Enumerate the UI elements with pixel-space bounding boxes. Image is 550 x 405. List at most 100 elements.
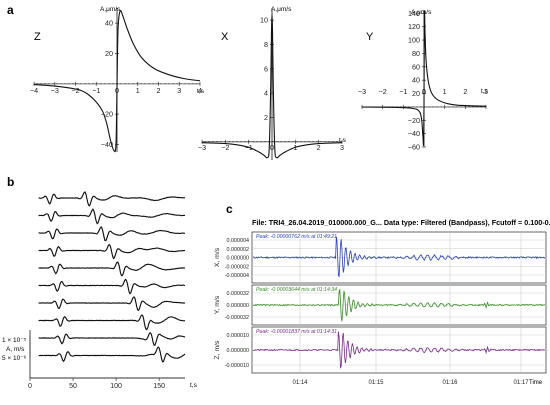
chart-x-title: X bbox=[221, 31, 229, 43]
y-tick-label: 8 bbox=[264, 40, 268, 49]
y-tick-label: 2 bbox=[264, 113, 268, 122]
chart-z-title: Z bbox=[34, 31, 41, 43]
series-line bbox=[33, 10, 201, 153]
chart-y-ylabel: A,μm/s bbox=[411, 9, 432, 16]
x-tick-label: −4 bbox=[30, 86, 38, 95]
y-tick-label: −60 bbox=[408, 143, 420, 152]
series-line bbox=[361, 10, 487, 146]
chart-x-xlabel: t,s bbox=[339, 137, 347, 144]
trace-line bbox=[38, 346, 186, 363]
chart-c-title: File: TRI4_26.04.2019_010000.000_G... Da… bbox=[252, 218, 550, 227]
chart-x-ylabel: A,μm/s bbox=[271, 6, 292, 13]
chart-z-ylabel: A,μm/s bbox=[100, 6, 121, 13]
waveform-line bbox=[252, 236, 546, 278]
y-tick-label: 0.000002 bbox=[227, 247, 249, 253]
trace-line bbox=[38, 243, 186, 260]
x-tick-label: −2 bbox=[221, 143, 229, 152]
channel-label: Z, m/s bbox=[214, 340, 221, 359]
x-tick-label: −1 bbox=[92, 86, 100, 95]
y-tick-label: 60 bbox=[412, 62, 420, 71]
x-tick-label: 01:15 bbox=[368, 380, 384, 386]
chart-c-xlabel: Time bbox=[529, 380, 543, 386]
chart-c: File: TRI4_26.04.2019_010000.000_G... Da… bbox=[214, 218, 550, 386]
channel-z: 0.000010 0.000000 -0.000010 Peak: -0.000018… bbox=[214, 326, 547, 374]
y-tick-label: -0.000010 bbox=[225, 363, 249, 369]
y-tick-label: 20 bbox=[105, 49, 113, 58]
y-tick-label: 100 bbox=[408, 36, 420, 45]
chart-y-title: Y bbox=[366, 31, 374, 43]
x-tick-label: −3 bbox=[198, 143, 206, 152]
chart-b: 1 × 10⁻⁵ A, m/s 5 × 10⁻⁶ t,s 0 50 100 150 bbox=[2, 191, 198, 390]
x-tick-label: 2 bbox=[157, 86, 161, 95]
trace-line bbox=[38, 332, 186, 347]
x-tick-label: −2 bbox=[71, 86, 79, 95]
y-tick-label: -0.000002 bbox=[225, 264, 249, 270]
panel-letter-c: c bbox=[226, 202, 233, 216]
x-tick-label: −1 bbox=[399, 87, 407, 96]
x-tick-label: 01:14 bbox=[292, 380, 308, 386]
x-tick-label: 2 bbox=[317, 143, 321, 152]
x-tick-label: 50 bbox=[69, 383, 77, 390]
trace-line bbox=[38, 278, 186, 295]
chart-z-xlabel: t,s bbox=[197, 88, 205, 95]
channel-label: X, m/s bbox=[214, 247, 221, 267]
x-tick-label: 1 bbox=[443, 87, 447, 96]
chart-y-xlabel: t,s bbox=[481, 88, 489, 95]
x-tick-label: 01:16 bbox=[442, 380, 458, 386]
y-tick-label: 0.000010 bbox=[227, 333, 249, 339]
x-tick-label: 2 bbox=[463, 87, 467, 96]
y-tick-label: 0.000000 bbox=[227, 348, 249, 354]
y-tick-label: 120 bbox=[408, 22, 420, 31]
x-tick-label: −2 bbox=[379, 87, 387, 96]
y-tick-label: 20 bbox=[412, 89, 420, 98]
peak-label: Peak: -0.00000762 m/s at 01:49:21 bbox=[256, 234, 337, 240]
waveform-line bbox=[252, 288, 546, 322]
y-tick-label: 40 bbox=[412, 76, 420, 85]
x-tick-label: 1 bbox=[136, 86, 140, 95]
series-line bbox=[201, 13, 343, 159]
trace-line bbox=[38, 296, 186, 312]
y-tick-label: -0.000004 bbox=[225, 273, 249, 279]
y-tick-label: 40 bbox=[105, 19, 113, 28]
trace-line bbox=[38, 191, 186, 207]
chart-b-ylabel: A, m/s bbox=[6, 346, 25, 353]
channel-y: 0.000032 0.000000 -0.000032 Peak: -0.000036… bbox=[214, 284, 547, 326]
y-tick-label: −40 bbox=[408, 129, 420, 138]
x-tick-label: −3 bbox=[358, 87, 366, 96]
x-tick-label: −3 bbox=[51, 86, 59, 95]
y-tick-label: 0.000000 bbox=[227, 256, 249, 262]
y-tick-label: 10 bbox=[260, 16, 268, 25]
trace-line bbox=[38, 261, 186, 277]
y-tick-label: −20 bbox=[408, 116, 420, 125]
y-tick-label: 80 bbox=[412, 49, 420, 58]
y-tick-label: 140 bbox=[408, 9, 420, 18]
trace-line bbox=[38, 226, 186, 242]
x-tick-label: 4 bbox=[198, 86, 202, 95]
trace-line bbox=[38, 208, 186, 225]
x-tick-label: 0 bbox=[270, 143, 274, 152]
y-tick-label: −20 bbox=[101, 110, 113, 119]
x-tick-label: 3 bbox=[340, 143, 344, 152]
trace-line bbox=[38, 314, 186, 331]
y-tick-label: -0.000032 bbox=[225, 315, 249, 321]
x-tick-label: 3 bbox=[177, 86, 181, 95]
x-tick-label: 150 bbox=[153, 383, 165, 390]
panel-letter-b: b bbox=[7, 175, 14, 189]
x-tick-label: 3 bbox=[484, 87, 488, 96]
x-tick-label: 0 bbox=[28, 383, 32, 390]
panel-letter-a: a bbox=[7, 3, 14, 17]
peak-label: Peak: -0.00003644 m/s at 01:14:34 bbox=[256, 287, 337, 293]
waveform-line bbox=[252, 331, 546, 369]
channel-x: 0.000004 0.000002 0.000000 -0.000002 -0.0000… bbox=[214, 231, 547, 284]
x-tick-label: 100 bbox=[110, 383, 122, 390]
y-tick-label: 4 bbox=[264, 89, 268, 98]
channel-label: Y, m/s bbox=[214, 295, 221, 314]
chart-b-xlabel: t,s bbox=[190, 382, 198, 389]
x-tick-label: 01:17 bbox=[513, 380, 529, 386]
chart-y: Y A,μm/s t,s −3 −2 −1 0 1 2 314012010080604020… bbox=[358, 9, 489, 152]
y-tick-label: 6 bbox=[264, 64, 268, 73]
y-tick-label: 0.000000 bbox=[227, 303, 249, 309]
peak-label: Peak: -0.00001837 m/s at 01:14:31 bbox=[256, 329, 337, 335]
